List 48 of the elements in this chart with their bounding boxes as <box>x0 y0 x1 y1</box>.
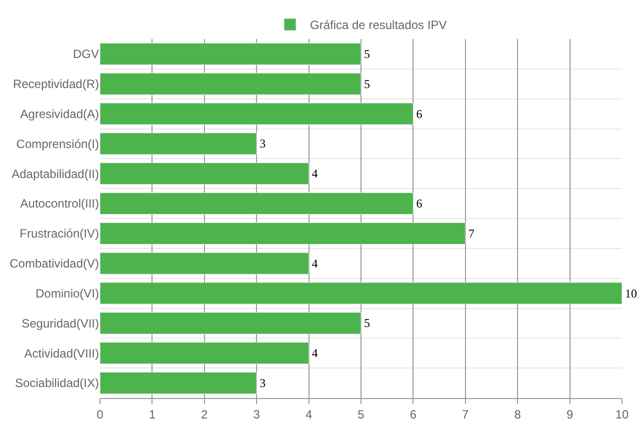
data-label: 6 <box>416 106 422 121</box>
data-label: 5 <box>364 46 370 61</box>
data-label: 5 <box>364 316 370 330</box>
data-label: 5 <box>364 76 370 91</box>
x-tick-label: 6 <box>410 407 417 422</box>
bar <box>100 372 257 394</box>
legend-label: Gráfica de resultados IPV <box>310 18 447 32</box>
x-tick-label: 0 <box>96 407 104 422</box>
x-tick-label: 10 <box>615 407 629 422</box>
bar <box>100 72 362 95</box>
bar <box>100 252 310 274</box>
x-tick-label: 2 <box>201 407 208 422</box>
data-label: 3 <box>260 136 266 151</box>
bar <box>100 192 414 215</box>
data-label: 4 <box>312 166 318 181</box>
x-tick-label: 7 <box>462 407 470 422</box>
y-tick-label: Frustración(IV) <box>20 226 99 241</box>
y-tick-label: Dominio(VI) <box>36 286 99 300</box>
bar <box>100 42 362 65</box>
data-label: 4 <box>312 346 318 360</box>
y-tick-label: Autocontrol(III) <box>20 196 99 211</box>
bar <box>100 312 362 334</box>
y-tick-label: Receptividad(R) <box>12 77 99 92</box>
data-label: 4 <box>312 256 318 270</box>
bar <box>100 342 310 364</box>
y-tick-label: Sociabilidad(IX) <box>14 376 99 390</box>
x-tick-label: 1 <box>148 407 156 422</box>
data-label: 3 <box>260 376 266 390</box>
y-tick-label: Combatividad(V) <box>10 256 99 271</box>
bar <box>100 282 622 304</box>
data-label: 7 <box>468 226 474 240</box>
x-tick-label: 9 <box>566 407 574 422</box>
y-tick-label: Agresividad(A) <box>20 106 99 121</box>
bar <box>100 222 466 244</box>
x-tick-label: 3 <box>253 407 260 422</box>
x-tick-label: 5 <box>358 407 365 422</box>
y-tick-label: Adaptabilidad(II) <box>12 166 99 181</box>
x-tick-label: 4 <box>305 407 312 422</box>
data-label: 10 <box>625 286 637 300</box>
y-tick-label: Seguridad(VII) <box>22 316 99 330</box>
y-tick-label: Actividad(VIII) <box>24 346 99 360</box>
y-tick-label: DGV <box>72 47 99 62</box>
bar <box>100 162 310 185</box>
x-tick-label: 8 <box>514 407 522 422</box>
data-label: 6 <box>416 196 422 211</box>
bar <box>100 132 257 155</box>
y-tick-label: Comprensión(I) <box>16 136 99 151</box>
bar <box>100 102 414 125</box>
